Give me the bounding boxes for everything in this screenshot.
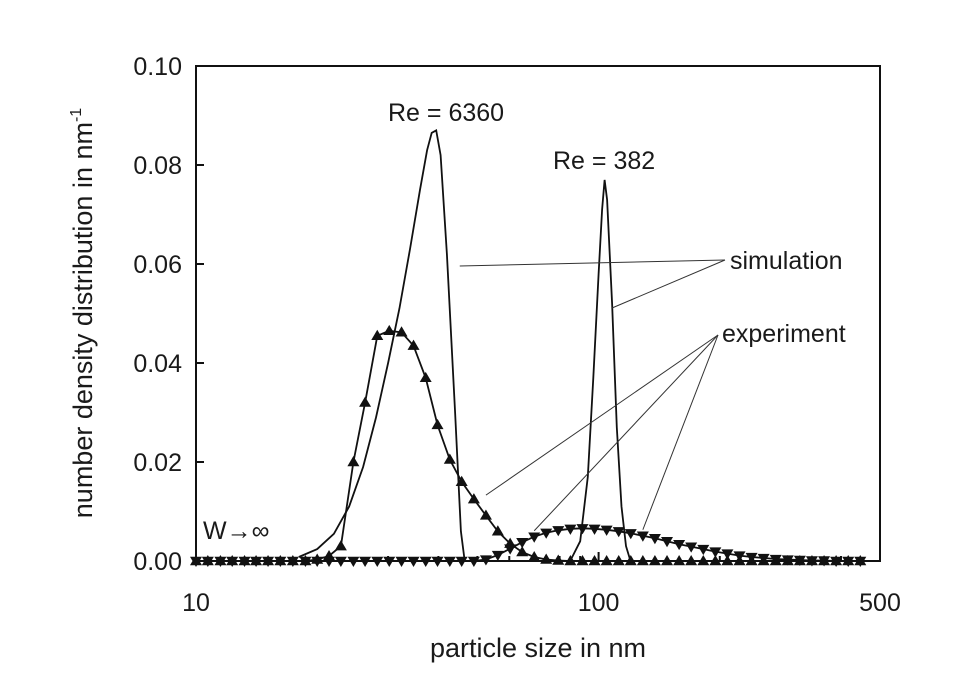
data-point-exp-re382 <box>636 531 649 542</box>
data-point-exp-re382 <box>588 524 601 535</box>
data-point-exp-re6360 <box>347 456 360 467</box>
data-point-exp-re382 <box>540 528 553 539</box>
data-point-exp-re6360 <box>383 324 396 336</box>
annotation-simulation: simulation <box>730 247 843 275</box>
data-point-exp-re6360 <box>334 540 347 551</box>
x-tick-label: 100 <box>578 589 620 617</box>
data-point-exp-re382 <box>709 547 722 558</box>
data-point-exp-re6360 <box>552 554 565 565</box>
data-point-exp-re382 <box>745 552 758 564</box>
data-point-exp-re6360 <box>407 339 420 350</box>
data-point-exp-re382 <box>564 524 577 535</box>
data-point-exp-re382 <box>757 553 770 565</box>
data-point-exp-re6360 <box>455 475 468 486</box>
data-point-exp-re6360 <box>528 551 541 562</box>
plot-frame <box>195 65 881 562</box>
data-point-exp-re382 <box>648 534 661 545</box>
y-tick-label: 0.04 <box>133 350 182 378</box>
data-point-exp-re6360 <box>359 396 372 407</box>
data-point-exp-re6360 <box>516 546 529 557</box>
annotation-re-382: Re = 382 <box>553 147 655 175</box>
data-point-exp-re6360 <box>467 493 480 504</box>
annotation-leaders <box>459 259 726 532</box>
tick-labels: 0.00 0.02 0.04 0.06 0.08 0.10 10 100 500 <box>133 53 901 617</box>
data-point-exp-re6360 <box>419 371 432 383</box>
data-point-exp-re382 <box>528 532 541 543</box>
data-point-exp-re382 <box>552 526 565 537</box>
annotation-w-limit: W→∞ <box>203 517 269 545</box>
data-point-exp-re382 <box>612 527 625 538</box>
x-axis-label: particle size in nm <box>430 633 646 663</box>
data-point-exp-re382 <box>576 524 589 535</box>
data-point-exp-re6360 <box>431 418 444 430</box>
data-point-exp-re382 <box>733 551 746 562</box>
leader-experiment-re382-b <box>533 334 719 532</box>
axis-ticks <box>195 65 881 562</box>
x-tick-label: 500 <box>859 589 901 617</box>
data-point-exp-re6360 <box>443 453 456 464</box>
data-point-exp-re6360 <box>479 509 492 520</box>
data-point-exp-re382 <box>661 537 674 548</box>
data-point-exp-re382 <box>673 539 686 551</box>
y-tick-label: 0.06 <box>133 251 182 279</box>
leader-experiment-re6360 <box>485 334 719 496</box>
leader-experiment-re382-a <box>642 334 719 530</box>
data-point-exp-re382 <box>491 550 504 562</box>
series-line-sim-re6360 <box>298 129 466 562</box>
y-tick-label: 0.10 <box>133 53 182 81</box>
data-point-exp-re382 <box>516 537 529 549</box>
plot-markers <box>190 324 867 567</box>
y-tick-label: 0.02 <box>133 449 182 477</box>
data-point-exp-re6360 <box>395 326 408 337</box>
data-point-exp-re382 <box>769 554 782 566</box>
data-point-exp-re6360 <box>491 525 504 536</box>
data-point-exp-re382 <box>697 544 710 556</box>
data-point-exp-re6360 <box>371 329 384 340</box>
leader-simulation-re6360 <box>459 259 726 267</box>
data-point-exp-re382 <box>624 529 637 540</box>
data-point-exp-re382 <box>721 549 734 560</box>
series-line-sim-re382 <box>569 179 632 562</box>
y-tick-label: 0.08 <box>133 152 182 180</box>
data-point-exp-re382 <box>504 544 517 555</box>
y-axis-label-superscript: -1 <box>68 108 85 122</box>
y-axis-label: number density distribution in nm-1 <box>68 108 98 519</box>
annotation-re-6360: Re = 6360 <box>388 99 504 127</box>
data-point-exp-re382 <box>685 542 698 553</box>
data-point-exp-re382 <box>600 525 613 536</box>
y-axis-label-text: number density distribution in nm <box>68 122 98 518</box>
annotation-experiment: experiment <box>722 320 846 348</box>
x-tick-label: 10 <box>182 589 210 617</box>
leader-simulation-re382 <box>611 259 726 309</box>
y-tick-label: 0.00 <box>133 548 182 576</box>
series-line-exp-re6360 <box>196 329 861 562</box>
